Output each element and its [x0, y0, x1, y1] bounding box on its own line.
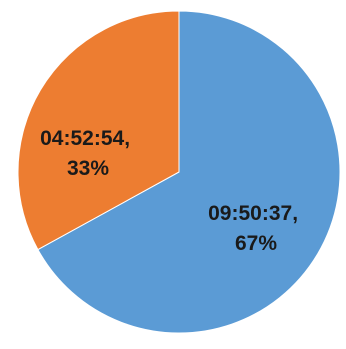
- slice-label-2-comma: ,: [124, 127, 130, 150]
- slice-label-2-value: 04:52:54: [40, 127, 124, 150]
- labels-layer: 09:50:37, 67% 04:52:54, 33%: [40, 127, 304, 255]
- slice-label-1-value: 09:50:37: [208, 202, 292, 225]
- slice-label-1: 09:50:37, 67%: [208, 202, 304, 255]
- pie-slice-1: [37, 10, 341, 334]
- slice-label-2: 04:52:54, 33%: [40, 127, 136, 180]
- slice-label-1-comma: ,: [292, 202, 298, 225]
- slices-layer: [17, 10, 341, 334]
- pie-slice-2: [17, 10, 180, 251]
- slice-label-2-percent: 33%: [67, 157, 109, 180]
- slice-label-1-percent: 67%: [235, 232, 277, 255]
